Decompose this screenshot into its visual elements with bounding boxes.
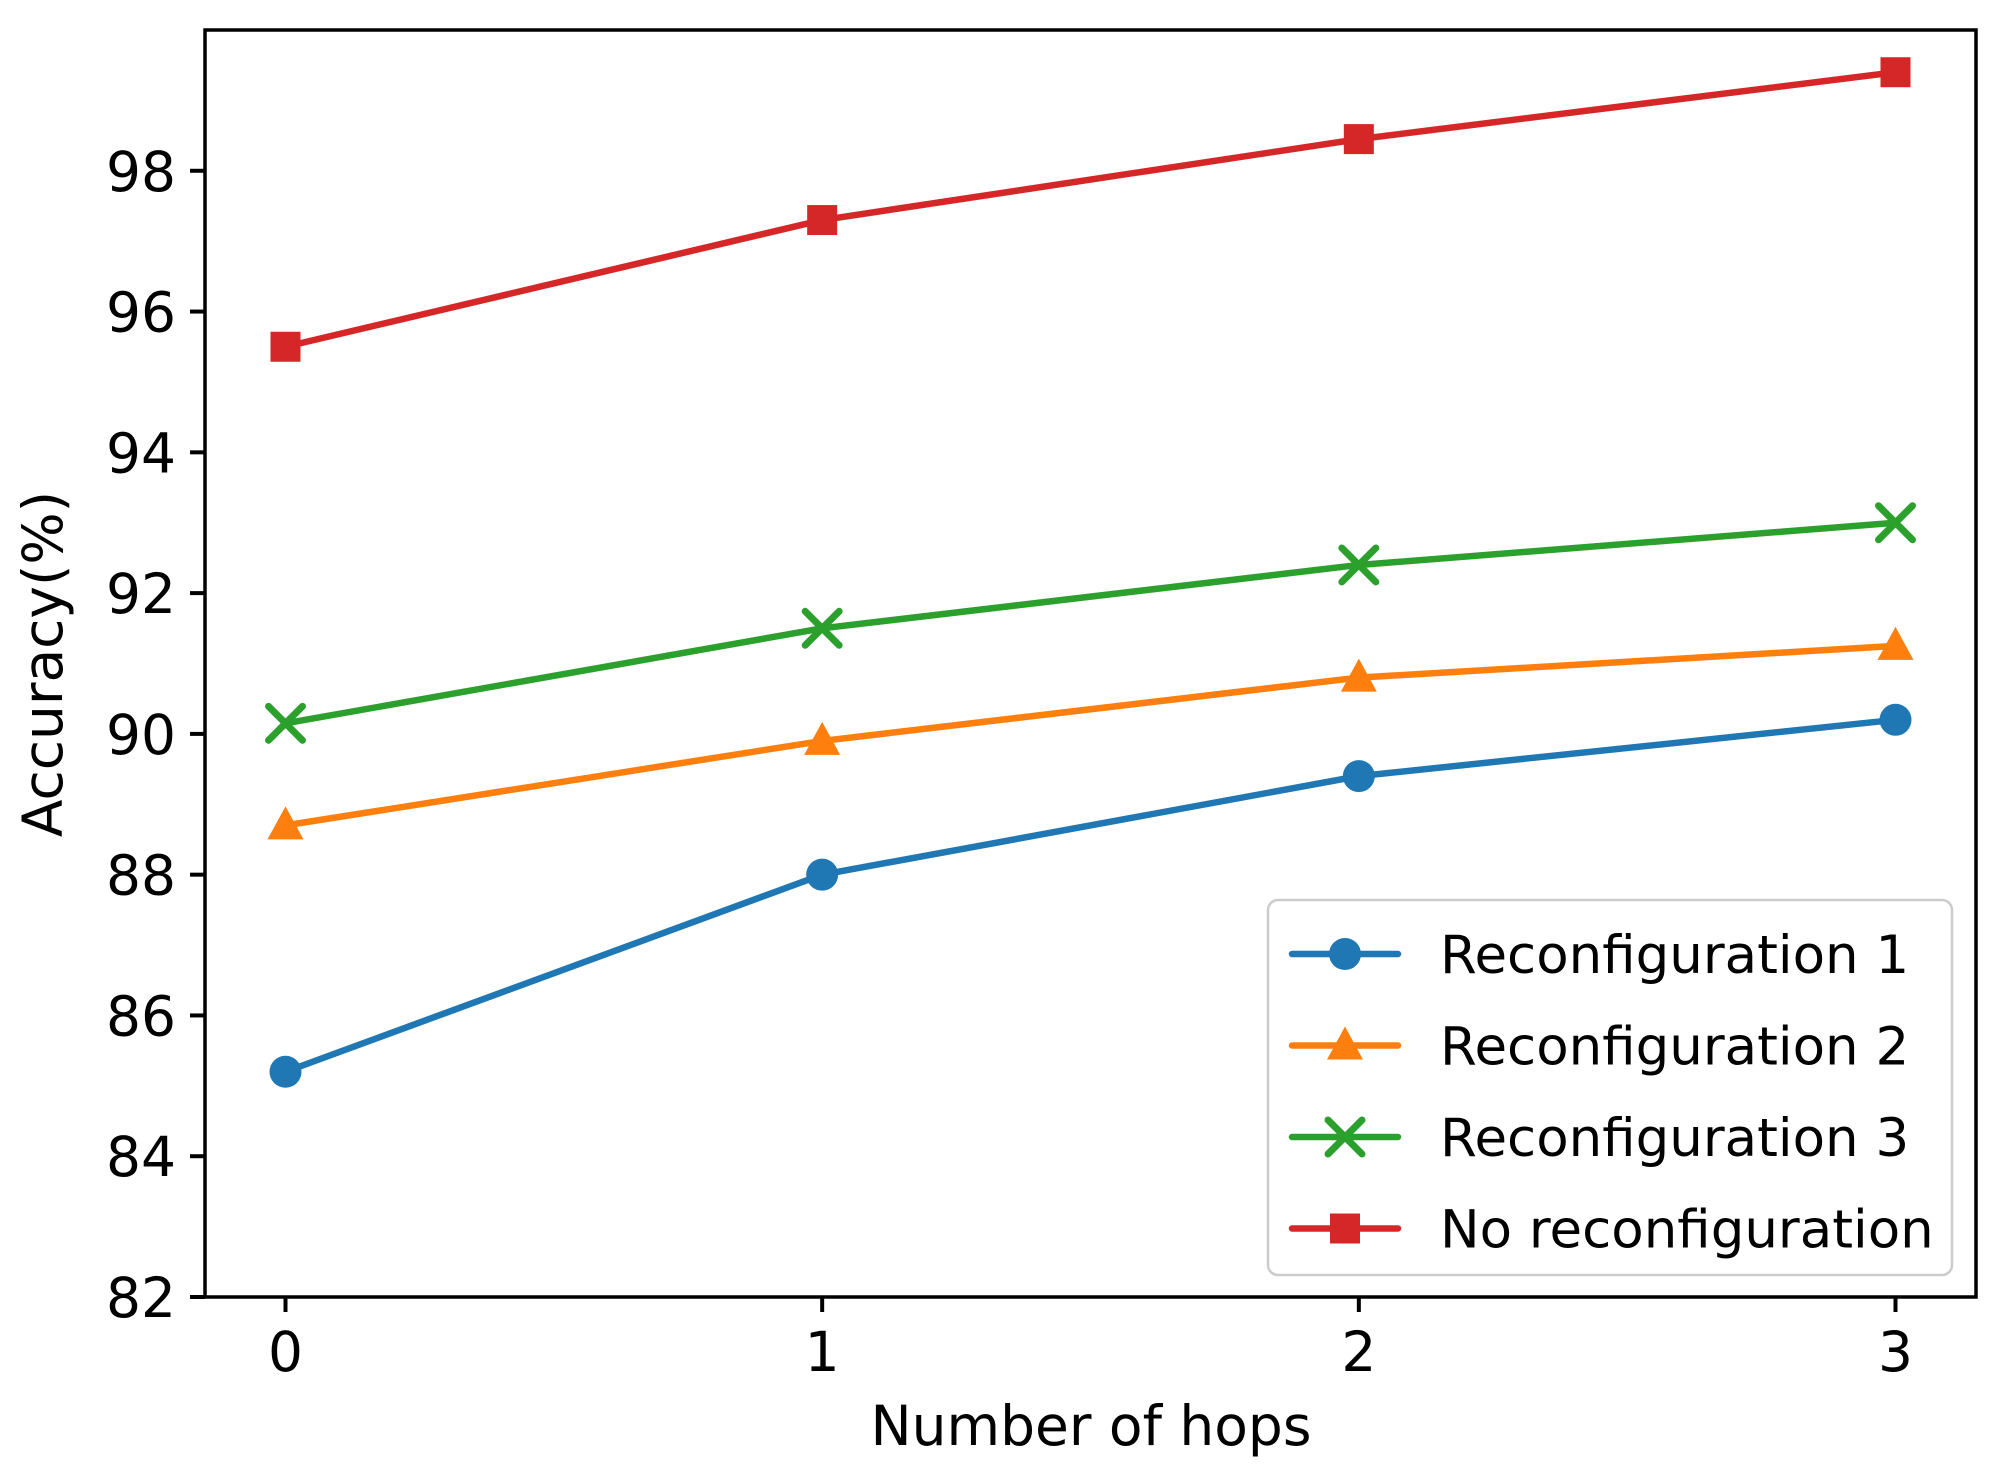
x-tick-label: 3 xyxy=(1878,1320,1913,1384)
y-tick-label: 98 xyxy=(106,140,176,204)
series-no-reconfiguration xyxy=(270,57,1911,362)
x-tick-label: 2 xyxy=(1341,1320,1376,1384)
square-marker-no-reconfiguration xyxy=(1343,124,1374,155)
legend-entry-reconfiguration-1: Reconfiguration 1 xyxy=(1288,925,1909,986)
legend-entry-reconfiguration-3: Reconfiguration 3 xyxy=(1288,1108,1909,1169)
legend-circle-icon xyxy=(1329,938,1361,970)
circle-marker-reconfiguration-1 xyxy=(1879,703,1912,736)
legend-entry-reconfiguration-2: Reconfiguration 2 xyxy=(1288,1017,1909,1078)
legend-entry-no-reconfiguration: No reconfiguration xyxy=(1288,1200,1934,1261)
series-line-no-reconfiguration xyxy=(282,68,1899,350)
legend-label-reconfiguration-2: Reconfiguration 2 xyxy=(1440,1017,1909,1078)
square-marker-no-reconfiguration xyxy=(1880,57,1911,88)
triangle-marker-reconfiguration-2 xyxy=(267,806,304,840)
legend-square-icon xyxy=(1330,1213,1360,1244)
y-tick-label: 90 xyxy=(106,703,176,767)
legend-label-reconfiguration-1: Reconfiguration 1 xyxy=(1440,925,1909,986)
x-marker-reconfiguration-3 xyxy=(1875,502,1916,544)
series-reconfiguration-2 xyxy=(267,626,1914,840)
series-line-reconfiguration-3 xyxy=(282,519,1899,727)
y-tick-label: 96 xyxy=(106,281,176,345)
y-tick-label: 86 xyxy=(106,984,176,1048)
legend-box xyxy=(1266,898,1954,1277)
circle-marker-reconfiguration-1 xyxy=(1342,760,1375,793)
legend-layer: Reconfiguration 1 Reconfiguration 2 Reconf… xyxy=(1266,898,1954,1277)
legend-label-reconfiguration-3: Reconfiguration 3 xyxy=(1440,1108,1909,1169)
x-tick-label: 0 xyxy=(268,1320,303,1384)
triangle-marker-reconfiguration-2 xyxy=(1877,626,1914,660)
series-line-reconfiguration-1 xyxy=(282,716,1899,1076)
y-tick-label: 82 xyxy=(106,1266,176,1330)
x-marker-reconfiguration-3 xyxy=(265,702,306,744)
series-reconfiguration-3 xyxy=(265,502,1916,744)
triangle-marker-reconfiguration-2 xyxy=(1340,658,1377,692)
legend-x-icon xyxy=(1324,1116,1366,1158)
series-line-reconfiguration-2 xyxy=(282,642,1899,829)
axes-layer: 82 84 86 88 90 92 94 96 98 0 1 2 3 xyxy=(106,28,1978,1384)
circle-marker-reconfiguration-1 xyxy=(269,1055,302,1088)
y-tick-label: 88 xyxy=(106,844,176,908)
y-tick-label: 94 xyxy=(106,421,176,485)
y-tick-label: 84 xyxy=(106,1125,176,1189)
triangle-marker-reconfiguration-2 xyxy=(804,721,841,755)
legend-label-no-reconfiguration: No reconfiguration xyxy=(1440,1200,1934,1261)
circle-marker-reconfiguration-1 xyxy=(806,858,839,891)
square-marker-no-reconfiguration xyxy=(270,331,301,362)
x-marker-reconfiguration-3 xyxy=(801,607,843,649)
x-tick-label: 1 xyxy=(805,1320,840,1384)
legend-triangle-icon xyxy=(1327,1026,1363,1060)
y-axis-label: Accuracy(%) xyxy=(11,491,75,837)
series-layer xyxy=(265,57,1916,1088)
x-marker-reconfiguration-3 xyxy=(1338,544,1380,586)
square-marker-no-reconfiguration xyxy=(807,205,838,236)
y-tick-label: 92 xyxy=(106,562,176,626)
series-reconfiguration-1 xyxy=(269,703,1912,1088)
x-axis-label: Number of hops xyxy=(871,1394,1312,1458)
